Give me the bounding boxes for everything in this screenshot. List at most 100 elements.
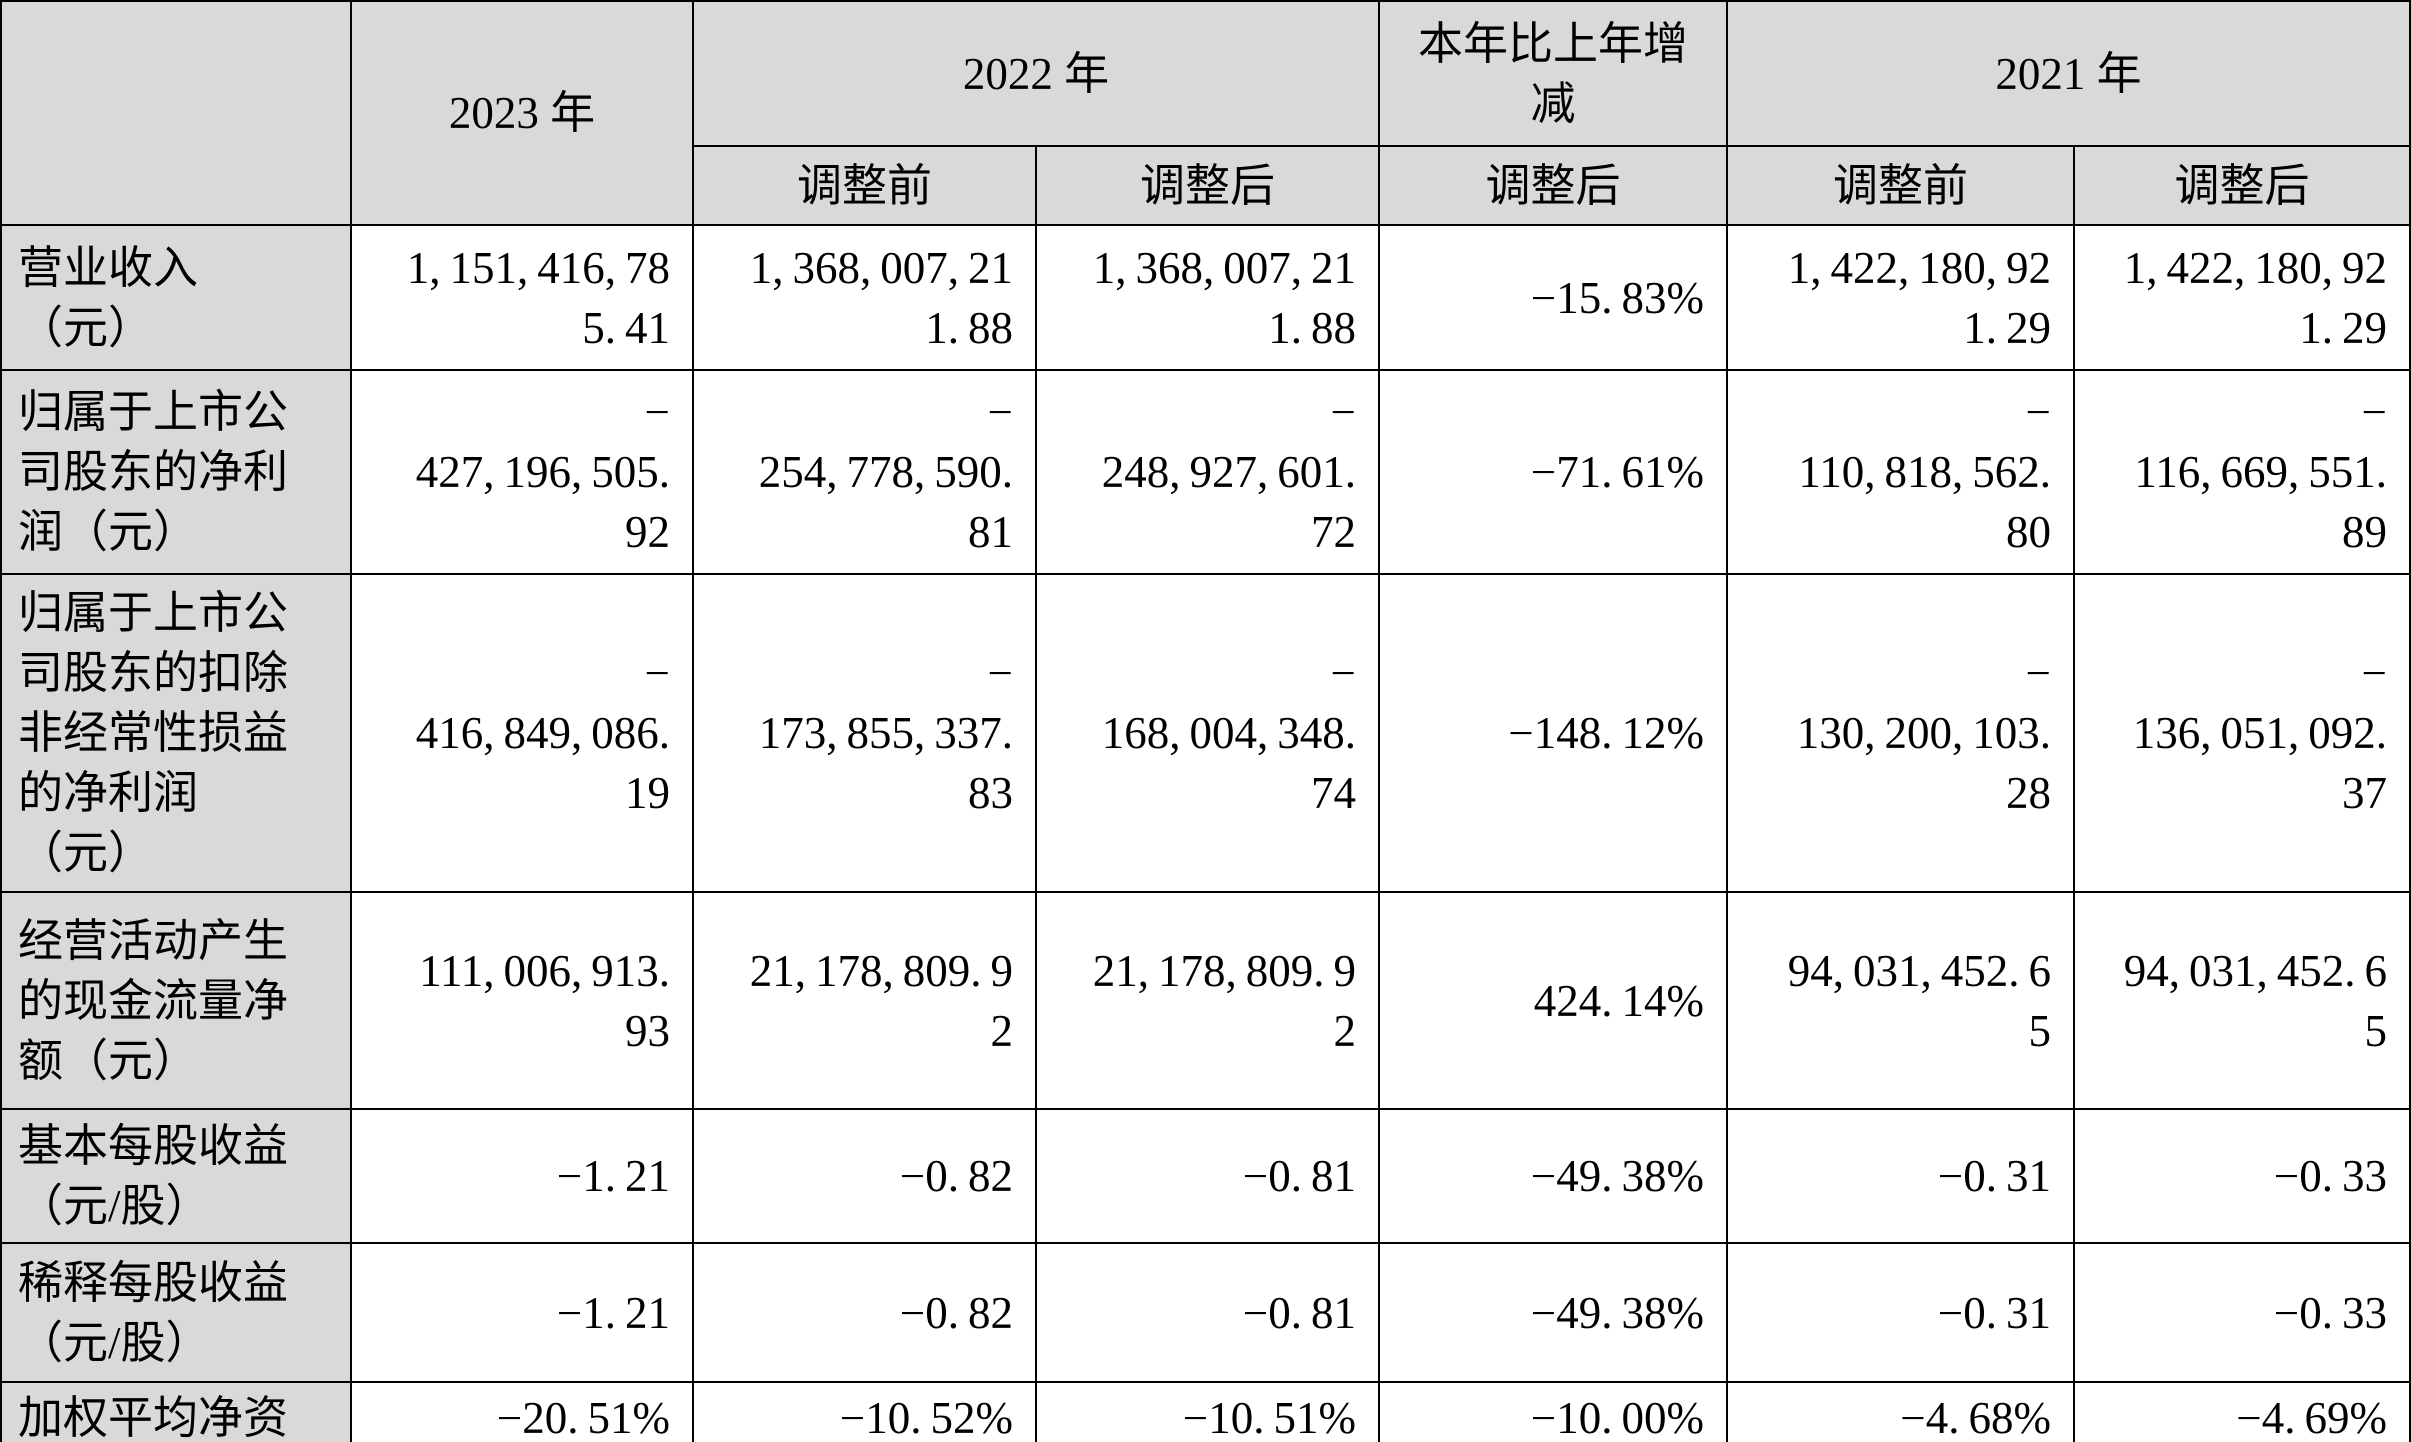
value-line: 72 <box>1311 507 1356 557</box>
value-line: 416, 849, 086. <box>415 708 670 758</box>
header-change-label: 减 <box>1530 78 1576 129</box>
value-cell: − 173, 855, 337. 83 <box>694 575 1035 891</box>
value-line: − <box>644 648 670 698</box>
value-line: 136, 051, 092. <box>2132 708 2387 758</box>
value-line: 1. 88 <box>1268 302 1356 353</box>
header-sub-label: 调整后 <box>1485 160 1621 211</box>
row-label-line: 司股东的净利 <box>18 447 289 497</box>
value-line: 74 <box>1311 768 1356 818</box>
row-label: 加权平均净资 <box>2 1383 350 1442</box>
header-year-2023: 2023 年 <box>352 2 692 224</box>
row-label-line: 的现金流量净 <box>18 975 289 1026</box>
value-line: 1, 368, 007, 21 <box>1092 242 1356 293</box>
value-line: 80 <box>2006 507 2051 557</box>
row-label-line: 额（元） <box>18 1035 199 1086</box>
value-cell: − 427, 196, 505. 92 <box>352 371 692 573</box>
row-label-line: 归属于上市公 <box>18 387 289 437</box>
value-cell: −10. 52% <box>694 1383 1035 1442</box>
value-line: −49. 38% <box>1530 1151 1704 1201</box>
value-line: −71. 61% <box>1530 447 1704 497</box>
value-line: −20. 51% <box>496 1393 670 1442</box>
value-cell: − 116, 669, 551. 89 <box>2075 371 2409 573</box>
row-label-line: （元） <box>18 302 154 353</box>
value-cell: −1. 21 <box>352 1110 692 1242</box>
row-label-line: 司股东的扣除 <box>18 648 289 698</box>
value-line: −0. 31 <box>1937 1151 2051 1201</box>
value-line: 248, 927, 601. <box>1101 447 1356 497</box>
row-label: 基本每股收益 （元/股） <box>2 1110 350 1242</box>
header-year-label: 2023 年 <box>448 88 596 138</box>
value-line: 94, 031, 452. 6 <box>2123 945 2387 996</box>
value-line: 1, 151, 416, 78 <box>406 242 670 293</box>
value-line: − <box>2361 387 2387 437</box>
value-cell: −49. 38% <box>1380 1110 1726 1242</box>
value-cell: −0. 31 <box>1728 1110 2073 1242</box>
row-label: 归属于上市公 司股东的净利 润（元） <box>2 371 350 573</box>
value-cell: −0. 81 <box>1037 1244 1378 1381</box>
value-line: −1. 21 <box>556 1287 670 1338</box>
value-line: − <box>2025 387 2051 437</box>
value-line: 81 <box>968 507 1013 557</box>
value-line: −4. 69% <box>2236 1393 2387 1442</box>
value-cell: 1, 422, 180, 92 1. 29 <box>2075 226 2409 369</box>
value-line: − <box>2361 648 2387 698</box>
value-line: 130, 200, 103. <box>1796 708 2051 758</box>
value-line: −4. 68% <box>1900 1393 2051 1442</box>
value-cell: 94, 031, 452. 6 5 <box>1728 893 2073 1108</box>
value-line: 168, 004, 348. <box>1101 708 1356 758</box>
value-line: 424. 14% <box>1533 975 1704 1026</box>
value-line: −0. 33 <box>2273 1151 2387 1201</box>
value-line: 2 <box>1333 1005 1357 1056</box>
value-cell: −10. 51% <box>1037 1383 1378 1442</box>
header-year-2022: 2022 年 <box>694 2 1378 145</box>
header-change-vs-prior-year: 本年比上年增减 <box>1380 2 1726 145</box>
header-sub-label: 调整前 <box>796 160 932 211</box>
value-cell: −0. 81 <box>1037 1110 1378 1242</box>
value-cell: −4. 69% <box>2075 1383 2409 1442</box>
value-line: 21, 178, 809. 9 <box>749 945 1013 996</box>
header-sub-adjust-2: 调整后 <box>1380 147 1726 224</box>
value-line: 254, 778, 590. <box>758 447 1013 497</box>
value-cell: −71. 61% <box>1380 371 1726 573</box>
value-line: 1, 368, 007, 21 <box>749 242 1013 293</box>
header-year-2021: 2021 年 <box>1728 2 2409 145</box>
value-line: − <box>987 648 1013 698</box>
value-line: 427, 196, 505. <box>415 447 670 497</box>
value-line: 1, 422, 180, 92 <box>1787 242 2051 293</box>
value-line: 111, 006, 913. <box>419 945 670 996</box>
value-line: 1, 422, 180, 92 <box>2123 242 2387 293</box>
value-line: −148. 12% <box>1508 708 1704 758</box>
value-cell: 1, 151, 416, 78 5. 41 <box>352 226 692 369</box>
value-line: 37 <box>2342 768 2387 818</box>
value-line: 116, 669, 551. <box>2134 447 2387 497</box>
header-sub-adjust-4: 调整后 <box>2075 147 2409 224</box>
value-line: − <box>644 387 670 437</box>
value-cell: − 254, 778, 590. 81 <box>694 371 1035 573</box>
value-line: −10. 52% <box>839 1393 1013 1442</box>
value-line: 94, 031, 452. 6 <box>1787 945 2051 996</box>
row-label-line: 经营活动产生 <box>18 915 289 966</box>
value-line: 2 <box>990 1005 1014 1056</box>
value-cell: 1, 368, 007, 21 1. 88 <box>1037 226 1378 369</box>
value-line: 173, 855, 337. <box>758 708 1013 758</box>
value-line: 92 <box>625 507 670 557</box>
row-label: 营业收入 （元） <box>2 226 350 369</box>
value-line: 21, 178, 809. 9 <box>1092 945 1356 996</box>
value-line: 5 <box>2028 1005 2052 1056</box>
row-label: 归属于上市公 司股东的扣除 非经常性损益 的净利润 （元） <box>2 575 350 891</box>
value-line: 19 <box>625 768 670 818</box>
value-cell: − 168, 004, 348. 74 <box>1037 575 1378 891</box>
row-label-line: 加权平均净资 <box>18 1393 289 1442</box>
row-label-line: 稀释每股收益 <box>18 1257 289 1308</box>
row-label-line: 基本每股收益 <box>18 1121 289 1171</box>
value-line: −0. 31 <box>1937 1287 2051 1338</box>
row-label-line: 润（元） <box>18 507 199 557</box>
value-line: −0. 81 <box>1242 1151 1356 1201</box>
value-line: 89 <box>2342 507 2387 557</box>
value-cell: 1, 368, 007, 21 1. 88 <box>694 226 1035 369</box>
header-year-label: 2021 年 <box>1995 48 2142 99</box>
header-sub-label: 调整后 <box>1139 160 1275 211</box>
value-line: − <box>2025 648 2051 698</box>
value-line: − <box>1330 387 1356 437</box>
